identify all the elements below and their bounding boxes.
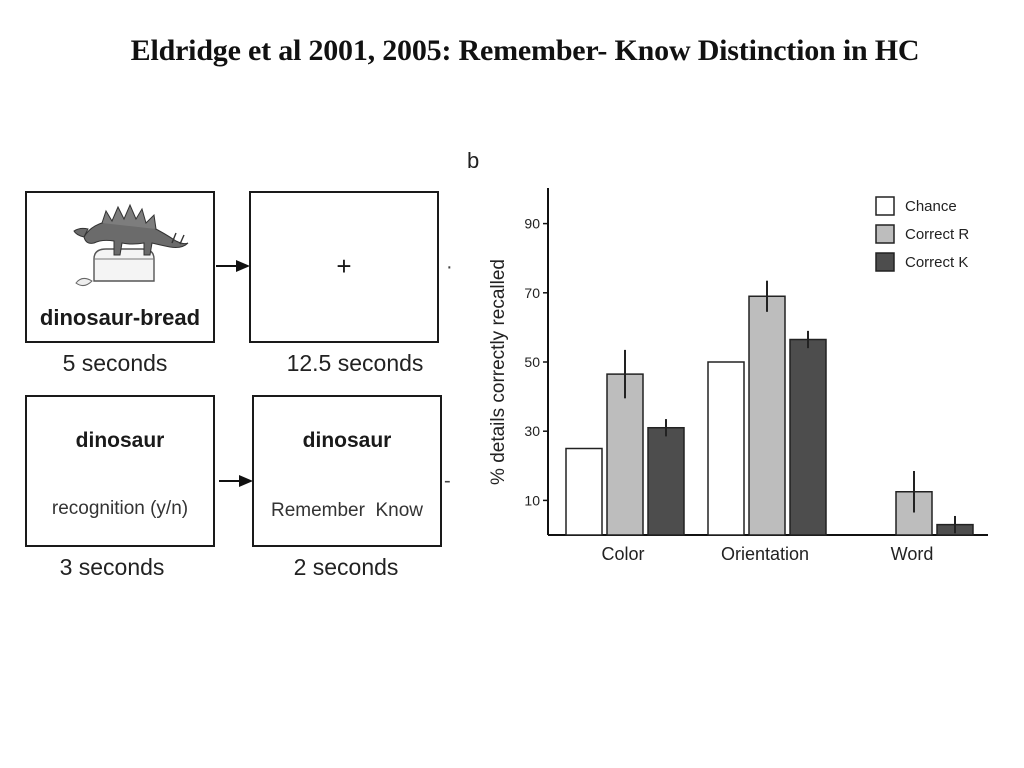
study-word: dinosaur-bread	[39, 305, 201, 330]
y-tick-label: 30	[524, 423, 540, 439]
bar-chance	[565, 447, 603, 536]
stray-dash: -	[444, 470, 451, 492]
study-trial-box: dinosaur-bread	[25, 191, 215, 343]
legend-label: Chance	[905, 198, 957, 215]
rk-time-label: 2 seconds	[293, 554, 399, 580]
x-tick-label: Orientation	[721, 544, 809, 564]
x-tick-label: Word	[891, 544, 934, 564]
slide-title: Eldridge et al 2001, 2005: Remember- Kno…	[130, 34, 920, 67]
legend-swatch	[875, 196, 895, 216]
stray-dot: ·	[446, 256, 453, 278]
remember-know-box: dinosaur Remember Know	[252, 395, 442, 547]
y-tick-label: 50	[524, 354, 540, 370]
fixation-box: +	[249, 191, 439, 343]
y-axis-label: % details correctly recalled	[488, 259, 509, 485]
legend-label: Correct R	[905, 226, 969, 243]
bar-correct-r	[606, 373, 644, 536]
test-prompt: recognition (y/n)	[51, 498, 189, 519]
x-tick-label: Color	[601, 544, 644, 564]
bar-correct-r	[748, 295, 786, 536]
study-time-label: 5 seconds	[62, 350, 168, 376]
bar-chance	[707, 361, 745, 536]
bar-correct-k	[647, 426, 685, 536]
legend-label: Correct K	[905, 254, 968, 271]
test-time-label: 3 seconds	[59, 554, 165, 580]
rk-word: dinosaur	[302, 429, 392, 452]
legend-swatch	[875, 224, 895, 244]
recognition-box: dinosaur recognition (y/n)	[25, 395, 215, 547]
bar-correct-k	[789, 338, 827, 536]
fixation-cross: +	[336, 251, 352, 281]
y-tick-label: 90	[524, 216, 540, 232]
y-tick-label: 70	[524, 285, 540, 301]
legend-swatch	[875, 252, 895, 272]
test-word: dinosaur	[75, 429, 165, 452]
arrow-right-icon	[216, 260, 250, 272]
y-tick-label: 10	[524, 492, 540, 508]
panel-b-letter: b	[467, 148, 480, 173]
rk-prompt: Remember Know	[270, 500, 424, 521]
arrow-right-icon	[219, 475, 253, 487]
fixation-time-label: 12.5 seconds	[286, 350, 424, 376]
stegosaurus-on-bread-icon	[73, 203, 189, 287]
